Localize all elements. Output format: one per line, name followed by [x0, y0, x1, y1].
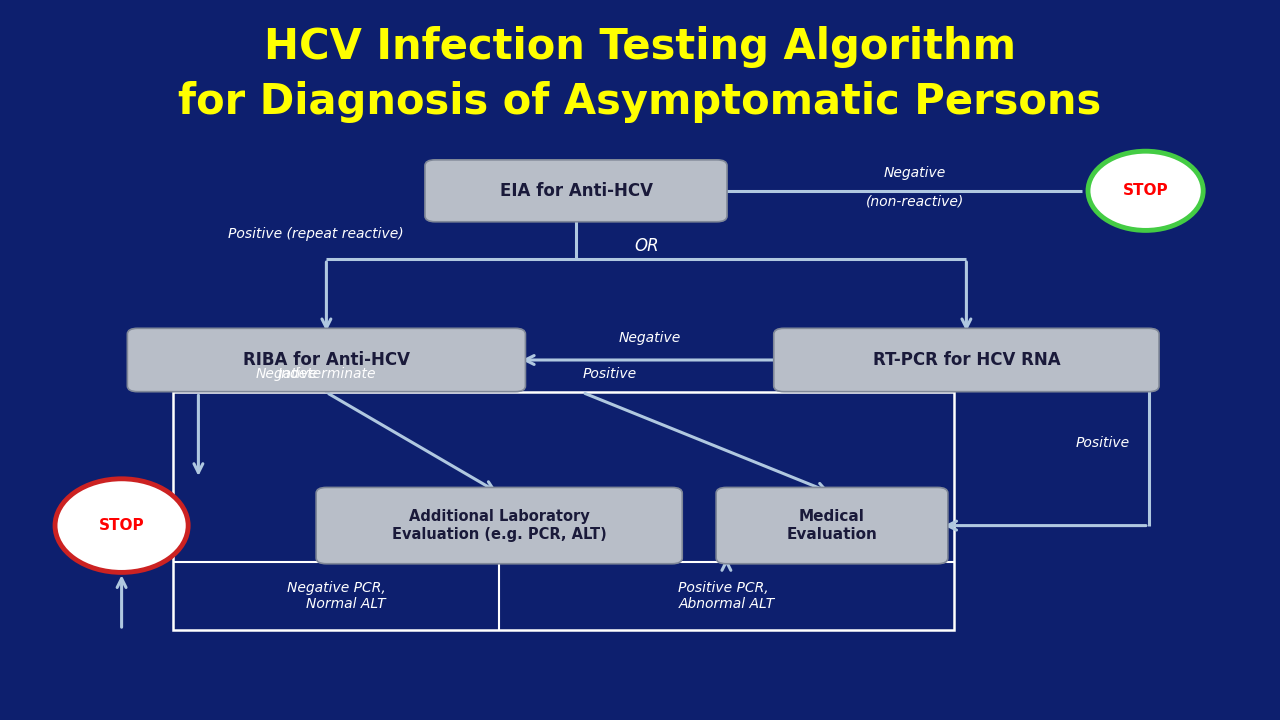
Text: EIA for Anti-HCV: EIA for Anti-HCV [499, 182, 653, 200]
Text: (non-reactive): (non-reactive) [867, 194, 964, 209]
FancyBboxPatch shape [425, 160, 727, 222]
Text: STOP: STOP [1123, 184, 1169, 198]
Text: Medical
Evaluation: Medical Evaluation [787, 510, 877, 541]
FancyBboxPatch shape [128, 328, 525, 392]
Text: HCV Infection Testing Algorithm: HCV Infection Testing Algorithm [264, 26, 1016, 68]
Text: Indeterminate: Indeterminate [278, 367, 375, 382]
FancyBboxPatch shape [773, 328, 1160, 392]
Text: RT-PCR for HCV RNA: RT-PCR for HCV RNA [873, 351, 1060, 369]
Text: Negative PCR,
Normal ALT: Negative PCR, Normal ALT [287, 581, 385, 611]
FancyBboxPatch shape [316, 487, 682, 564]
Text: RIBA for Anti-HCV: RIBA for Anti-HCV [243, 351, 410, 369]
Text: Negative: Negative [884, 166, 946, 180]
Text: Positive PCR,
Abnormal ALT: Positive PCR, Abnormal ALT [678, 581, 774, 611]
FancyBboxPatch shape [717, 487, 947, 564]
Text: Positive: Positive [582, 367, 636, 382]
Text: OR: OR [634, 238, 659, 256]
Text: STOP: STOP [99, 518, 145, 533]
Text: Negative: Negative [256, 367, 319, 382]
Ellipse shape [55, 479, 188, 572]
Text: Additional Laboratory
Evaluation (e.g. PCR, ALT): Additional Laboratory Evaluation (e.g. P… [392, 510, 607, 541]
Text: for Diagnosis of Asymptomatic Persons: for Diagnosis of Asymptomatic Persons [178, 81, 1102, 123]
Text: Negative: Negative [618, 331, 681, 346]
Ellipse shape [1088, 151, 1203, 230]
Text: Positive (repeat reactive): Positive (repeat reactive) [228, 227, 403, 241]
Text: Positive: Positive [1075, 436, 1129, 450]
